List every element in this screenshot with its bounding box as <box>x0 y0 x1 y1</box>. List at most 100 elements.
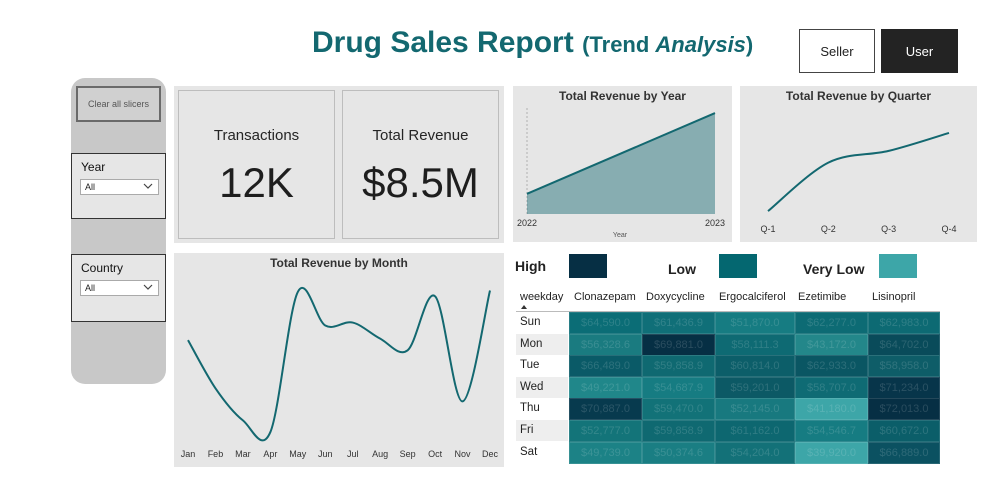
row-label: Tue <box>516 355 568 377</box>
title-italic: Analysis <box>655 32 746 57</box>
matrix-cell[interactable]: $61,436.9 <box>642 312 715 334</box>
title-main: Drug Sales Report <box>312 26 574 59</box>
matrix-cell[interactable]: $54,204.0 <box>715 441 795 464</box>
clear-slicers-button[interactable]: Clear all slicers <box>76 86 161 122</box>
x-tick-label: 2023 <box>705 218 725 228</box>
user-button[interactable]: User <box>881 29 958 73</box>
sort-ascending-icon[interactable] <box>521 305 527 309</box>
total-revenue-value: $8.5M <box>362 159 479 206</box>
legend-label: High <box>515 258 547 274</box>
matrix-cell[interactable]: $60,672.0 <box>868 420 940 442</box>
row-label: Sat <box>516 441 568 463</box>
matrix-cell[interactable]: $70,887.0 <box>569 398 642 421</box>
header-divider <box>516 311 940 312</box>
column-header[interactable]: Ezetimibe <box>798 291 847 303</box>
matrix-cell[interactable]: $62,933.0 <box>795 355 868 378</box>
year-dropdown[interactable]: All <box>80 179 159 195</box>
matrix-cell[interactable]: $62,983.0 <box>868 312 940 334</box>
x-tick-label: May <box>289 449 307 459</box>
matrix-cell[interactable]: $59,201.0 <box>715 376 795 399</box>
title-paren-close: ) <box>745 32 754 57</box>
x-tick-label: Q-4 <box>941 224 956 234</box>
chart-title: Total Revenue by Year <box>559 89 686 103</box>
row-header[interactable]: weekday <box>520 291 564 303</box>
column-header[interactable]: Lisinopril <box>872 291 916 303</box>
x-tick-label: Aug <box>372 449 388 459</box>
x-tick-label: Dec <box>482 449 499 459</box>
matrix-cell[interactable]: $56,328.6 <box>569 333 642 356</box>
matrix-cell[interactable]: $50,374.6 <box>642 441 715 464</box>
seller-button[interactable]: Seller <box>799 29 875 73</box>
revenue-by-month-svg: Jan Feb Mar Apr May Jun Jul Aug Sep Oct Nov Dec <box>181 287 499 459</box>
matrix-cell[interactable]: $62,277.0 <box>795 312 868 334</box>
matrix-cell[interactable]: $52,145.0 <box>715 398 795 421</box>
country-dropdown-value: All <box>85 283 96 293</box>
matrix-cell[interactable]: $64,590.0 <box>569 312 642 334</box>
chevron-down-icon <box>143 284 153 290</box>
series-line <box>767 131 950 212</box>
x-tick-label: Nov <box>455 449 472 459</box>
matrix-cell[interactable]: $59,858.9 <box>642 420 715 442</box>
matrix-cell[interactable]: $58,707.0 <box>795 376 868 399</box>
matrix-cell[interactable]: $59,470.0 <box>642 398 715 421</box>
x-tick-label: Jan <box>181 449 196 459</box>
x-tick-label: Jun <box>318 449 333 459</box>
matrix-cell[interactable]: $71,234.0 <box>868 376 940 399</box>
row-label: Thu <box>516 398 568 420</box>
year-slicer-label: Year <box>81 160 106 174</box>
matrix-cell[interactable]: $58,958.0 <box>868 355 940 378</box>
matrix-cell[interactable]: $54,687.9 <box>642 376 715 399</box>
x-tick-label: Q-3 <box>881 224 896 234</box>
revenue-by-quarter-chart[interactable]: Total Revenue by Quarter Q-1 Q-2 Q-3 Q-4 <box>740 86 977 242</box>
country-slicer: Country All <box>71 254 166 322</box>
matrix-cell[interactable]: $43,172.0 <box>795 333 868 356</box>
matrix-cell[interactable]: $39,920.0 <box>795 441 868 464</box>
x-tick-label: Apr <box>263 449 277 459</box>
year-dropdown-value: All <box>85 182 96 192</box>
country-dropdown[interactable]: All <box>80 280 159 296</box>
matrix-cell[interactable]: $51,870.0 <box>715 312 795 334</box>
matrix-cell[interactable]: $52,777.0 <box>569 420 642 442</box>
matrix-cell[interactable]: $64,702.0 <box>868 333 940 356</box>
matrix-cell[interactable]: $49,739.0 <box>569 441 642 464</box>
transactions-label: Transactions <box>213 127 300 144</box>
column-header[interactable]: Doxycycline <box>646 291 705 303</box>
total-revenue-label: Total Revenue <box>372 127 469 144</box>
legend-label: Low <box>668 261 696 277</box>
revenue-by-year-svg: 2022 2023 Year <box>517 108 725 239</box>
chart-title: Total Revenue by Month <box>270 256 408 270</box>
matrix-cell[interactable]: $66,889.0 <box>868 441 940 464</box>
legend-swatch <box>569 254 607 278</box>
x-tick-label: Feb <box>208 449 224 459</box>
x-axis-label: Year <box>613 232 628 239</box>
column-header[interactable]: Clonazepam <box>574 291 636 303</box>
area-fill <box>527 113 715 214</box>
matrix-cell[interactable]: $54,546.7 <box>795 420 868 442</box>
matrix-cell[interactable]: $61,162.0 <box>715 420 795 442</box>
series-line <box>526 112 716 195</box>
total-revenue-card: Total Revenue $8.5M <box>342 90 499 239</box>
matrix-cell[interactable]: $41,180.0 <box>795 398 868 421</box>
row-label: Fri <box>516 420 568 441</box>
matrix-cell[interactable]: $66,489.0 <box>569 355 642 378</box>
x-tick-label: Jul <box>347 449 359 459</box>
matrix-cell[interactable]: $69,881.0 <box>642 333 715 356</box>
legend-swatch <box>719 254 757 278</box>
x-tick-label: Oct <box>428 449 443 459</box>
column-header[interactable]: Ergocalciferol <box>719 291 786 303</box>
row-label: Wed <box>516 376 568 398</box>
series-line <box>187 287 491 442</box>
transactions-value: 12K <box>219 159 294 206</box>
matrix-cell[interactable]: $72,013.0 <box>868 398 940 421</box>
x-tick-label: 2022 <box>517 218 537 228</box>
slicer-panel <box>71 78 166 384</box>
matrix-cell[interactable]: $58,111.3 <box>715 333 795 356</box>
matrix-cell[interactable]: $60,814.0 <box>715 355 795 378</box>
revenue-by-year-chart[interactable]: Total Revenue by Year 2022 2023 Year <box>513 86 732 242</box>
transactions-card: Transactions 12K <box>178 90 335 239</box>
row-label: Sun <box>516 312 568 333</box>
revenue-by-month-chart[interactable]: Total Revenue by Month Jan Feb Mar Apr May Ju… <box>174 253 504 467</box>
matrix-cell[interactable]: $49,221.0 <box>569 376 642 399</box>
matrix-cell[interactable]: $59,858.9 <box>642 355 715 378</box>
title-paren-open: (Trend <box>582 32 656 57</box>
